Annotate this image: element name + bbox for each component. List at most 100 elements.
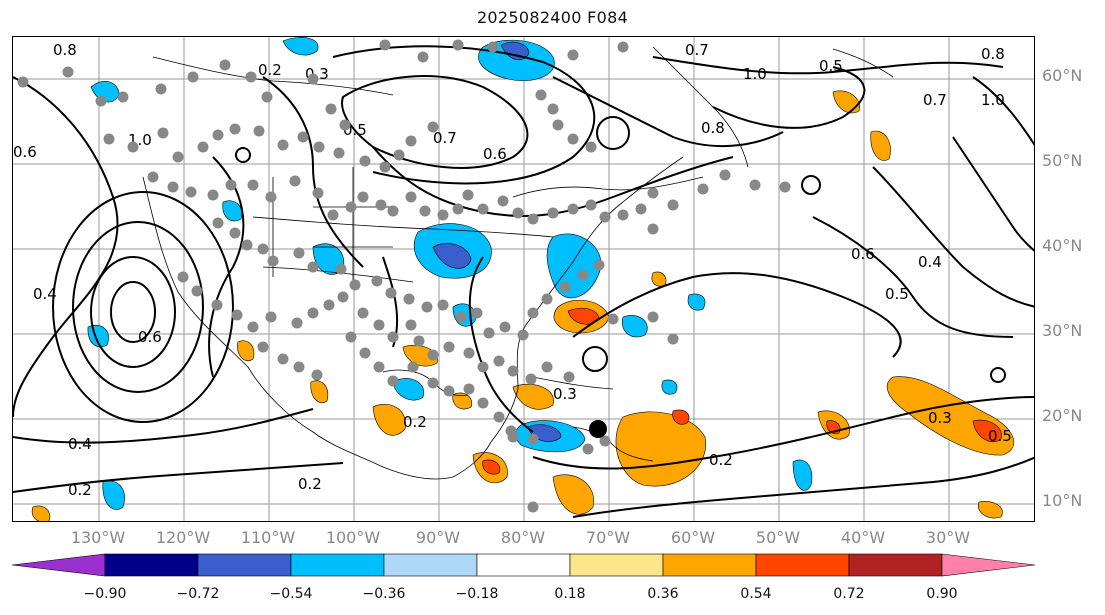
station-dot: [427, 121, 439, 133]
map-panel: 0.8 0.2 0.3 0.6 1.0 0.4 0.5 0.7 0.6 0.7 …: [12, 36, 1035, 522]
station-dot: [577, 269, 589, 281]
contour-label: 0.2: [298, 475, 322, 493]
station-dot: [455, 311, 467, 323]
contour-label: 0.3: [928, 409, 952, 427]
station-dot: [405, 135, 417, 147]
station-dot: [197, 141, 209, 153]
station-dot: [265, 191, 277, 203]
station-dot: [421, 301, 433, 313]
lon-label: 60°W: [670, 528, 716, 547]
lon-label: 100°W: [325, 528, 381, 547]
station-dot: [525, 373, 537, 385]
station-dot: [337, 291, 349, 303]
contour-label: 0.7: [923, 91, 947, 109]
station-dot: [225, 179, 237, 191]
station-dot: [567, 49, 579, 61]
station-dot: [749, 179, 761, 191]
map-title: 2025082400 F084: [476, 8, 629, 27]
station-dot: [407, 361, 419, 373]
contour-label: 0.5: [819, 57, 843, 75]
lat-label: 20°N: [1042, 406, 1083, 425]
colorbar-segment: [569, 553, 664, 577]
station-dot: [483, 327, 495, 339]
lon-label: 130°W: [70, 528, 126, 547]
colorbar-tick-label: −0.90: [83, 586, 127, 602]
lat-label: 30°N: [1042, 321, 1083, 340]
station-dot: [617, 209, 629, 221]
station-dot: [335, 263, 347, 275]
colorbar-segment: [104, 553, 199, 577]
station-dot: [405, 319, 417, 331]
station-dot: [697, 183, 709, 195]
station-dot: [375, 199, 387, 211]
station-dot: [379, 161, 391, 173]
station-dot: [507, 431, 519, 443]
colorbar-segment: [11, 553, 106, 577]
station-dot: [567, 133, 579, 145]
contour-label: 0.6: [483, 145, 507, 163]
station-dot: [427, 349, 439, 361]
station-dot: [17, 76, 29, 88]
contour-label: 0.8: [701, 119, 725, 137]
station-dot: [291, 317, 303, 329]
colorbar-segment: [941, 553, 1036, 577]
contour-label: 0.2: [709, 451, 733, 469]
station-dot: [147, 171, 159, 183]
station-dot: [257, 243, 269, 255]
contour-label: 0.7: [685, 41, 709, 59]
station-dot: [157, 127, 169, 139]
station-dot: [563, 371, 575, 383]
colorbar-segment: [383, 553, 478, 577]
station-dot: [413, 335, 425, 347]
station-dot: [585, 141, 597, 153]
station-dot: [62, 66, 74, 78]
station-dot: [117, 91, 129, 103]
station-dot: [497, 195, 509, 207]
station-dot: [463, 347, 475, 359]
station-dot: [541, 293, 553, 305]
station-dot: [261, 91, 273, 103]
contour-label: 0.2: [258, 61, 282, 79]
station-dot: [167, 181, 179, 193]
colorbar-tick-label: 0.36: [647, 586, 679, 602]
station-dot: [393, 149, 405, 161]
station-dot: [437, 299, 449, 311]
lon-label: 120°W: [155, 528, 211, 547]
lon-label: 40°W: [840, 528, 886, 547]
colorbar-tick-label: −0.72: [176, 586, 220, 602]
station-dot: [312, 187, 324, 199]
station-dot: [231, 309, 243, 321]
station-dot: [387, 375, 399, 387]
colorbar-segment: [197, 553, 292, 577]
station-dot: [293, 247, 305, 259]
station-dot: [127, 141, 139, 153]
station-dot: [211, 299, 223, 311]
station-dot: [443, 341, 455, 353]
station-dot: [463, 383, 475, 395]
lat-label: 60°N: [1042, 66, 1083, 85]
station-dot: [647, 223, 659, 235]
station-dot: [667, 199, 679, 211]
station-dot: [493, 411, 505, 423]
station-dot: [187, 71, 199, 83]
station-dot: [325, 103, 337, 115]
contour-label: 0.8: [981, 45, 1005, 63]
contour-label: 0.3: [553, 385, 577, 403]
station-dot: [339, 119, 351, 131]
station-dot: [212, 217, 224, 229]
station-dot: [357, 307, 369, 319]
contour-label: 0.4: [33, 285, 57, 303]
station-dot: [535, 89, 547, 101]
station-dot: [417, 51, 429, 63]
colorbar-tick-label: 0.18: [554, 586, 586, 602]
contour-label: 1.0: [743, 65, 767, 83]
contour-label: 0.5: [988, 427, 1012, 445]
lon-label: 110°W: [240, 528, 296, 547]
station-dot: [527, 501, 539, 513]
colorbar-tick-label: −0.18: [455, 586, 499, 602]
station-dot: [507, 365, 519, 377]
colorbar-tick-label: 0.72: [833, 586, 865, 602]
station-dot: [359, 155, 371, 167]
contour-label: 0.6: [851, 245, 875, 263]
colorbar-tick-label: −0.36: [362, 586, 406, 602]
